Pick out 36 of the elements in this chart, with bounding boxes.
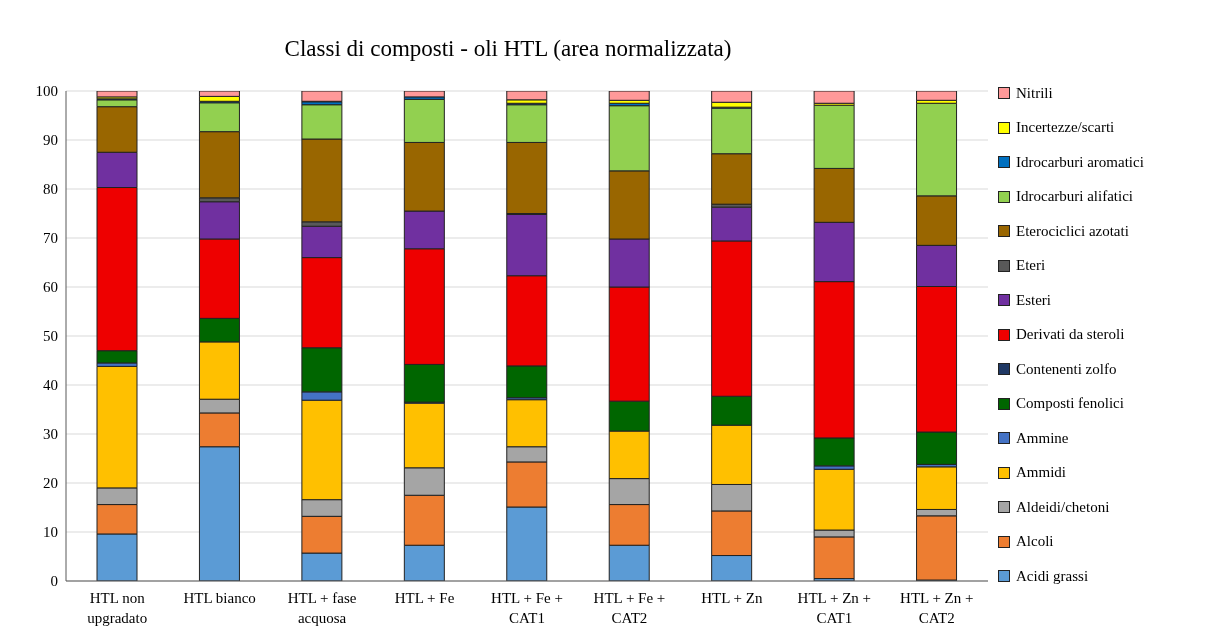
legend-label: Esteri [1016, 291, 1051, 309]
legend-label: Idrocarburi alifatici [1016, 188, 1134, 206]
legend-label: Eteri [1016, 257, 1046, 275]
legend-label: Alcoli [1016, 533, 1054, 551]
y-tick-label: 0 [50, 573, 58, 590]
x-tick-label: HTL + Fe + CAT1 [491, 590, 563, 626]
legend-label: Ammine [1016, 429, 1069, 447]
legend-label: Acidi grassi [1016, 567, 1089, 585]
x-tick-label: HTL + Fe [394, 590, 455, 606]
legend-label: Eterociclici azotati [1016, 222, 1129, 240]
y-tick-label: 80 [43, 181, 58, 198]
y-tick-label: 50 [43, 328, 58, 345]
legend-label: Contenenti zolfo [1016, 360, 1117, 378]
x-tick-label: HTL + fase acquosa [287, 590, 357, 626]
y-tick-label: 100 [35, 83, 58, 100]
x-tick-label: HTL + Zn + CAT2 [900, 590, 974, 626]
y-tick-label: 90 [43, 132, 58, 149]
x-tick-label: HTL + Zn + CAT1 [797, 590, 872, 626]
legend-label: Idrocarburi aromatici [1016, 153, 1144, 171]
x-tick-label: HTL + Zn [701, 590, 763, 606]
legend-label: Derivati da steroli [1016, 326, 1125, 344]
chart-title: Classi di composti - oli HTL (area normalizzata) [283, 35, 733, 63]
legend-label: Composti fenolici [1016, 395, 1124, 413]
legend-label: Nitrili [1016, 84, 1053, 102]
x-tick-label: HTL non upgradato [87, 590, 148, 626]
y-tick-label: 30 [43, 426, 58, 443]
y-tick-label: 10 [43, 524, 58, 541]
y-tick-label: 20 [43, 475, 58, 492]
x-tick-label: HTL bianco [183, 590, 256, 606]
legend-label: Incertezze/scarti [1016, 119, 1115, 137]
y-tick-label: 60 [43, 279, 58, 296]
x-tick-label: HTL + Fe + CAT2 [593, 590, 666, 626]
legend-label: Aldeidi/chetoni [1016, 498, 1110, 516]
y-tick-label: 40 [43, 377, 58, 394]
y-tick-label: 70 [43, 230, 58, 247]
legend-label: Ammidi [1016, 464, 1067, 482]
